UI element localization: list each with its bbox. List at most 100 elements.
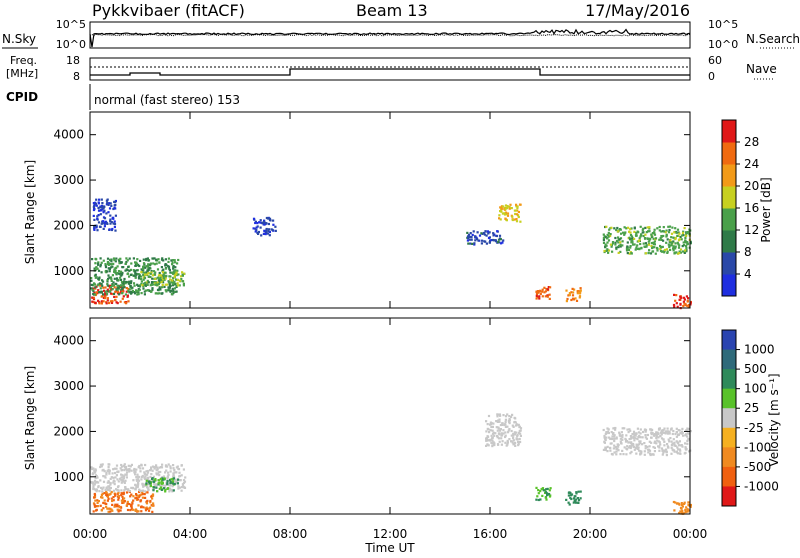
velocity-cell <box>166 483 169 486</box>
velocity-cell <box>111 499 114 503</box>
velocity-cell <box>663 427 666 430</box>
velocity-cell <box>133 467 136 471</box>
power-cell <box>108 286 111 289</box>
power-cell <box>607 251 610 254</box>
power-cell <box>536 290 539 293</box>
velocity-cell <box>93 469 96 472</box>
velocity-cell <box>627 446 631 449</box>
power-colorbar-tick-label: 24 <box>744 157 759 171</box>
power-cell <box>673 252 676 255</box>
power-cell <box>681 245 684 248</box>
power-cell <box>107 203 110 206</box>
power-cell <box>176 269 179 272</box>
power-cell <box>667 243 670 246</box>
nave-tick-high: 60 <box>708 54 722 67</box>
power-cell <box>104 295 107 298</box>
power-cell <box>606 248 609 251</box>
velocity-cell <box>106 488 110 491</box>
velocity-colorbar-swatch <box>722 369 736 390</box>
power-cell <box>490 239 493 242</box>
power-cell <box>470 238 473 241</box>
velocity-cell <box>659 431 662 434</box>
power-cell <box>611 242 615 245</box>
power-cell <box>519 203 522 206</box>
velocity-cell <box>650 436 653 439</box>
velocity-cell <box>180 464 183 467</box>
power-cell <box>570 291 573 294</box>
power-cell <box>128 288 131 291</box>
power-cell <box>111 284 114 287</box>
velocity-cell <box>120 463 123 467</box>
power-cell <box>631 243 635 246</box>
velocity-cell <box>636 438 639 441</box>
power-cell <box>97 214 100 217</box>
velocity-cell <box>135 493 138 496</box>
velocity-cell <box>146 471 150 474</box>
power-cell <box>131 286 134 289</box>
power-cell <box>147 259 150 262</box>
power-cell <box>114 267 117 270</box>
power-cell <box>568 292 571 295</box>
power-cell <box>619 243 622 246</box>
power-cell <box>468 238 471 241</box>
power-cell <box>579 291 582 294</box>
velocity-cell <box>655 431 658 434</box>
velocity-cell <box>579 497 582 500</box>
velocity-cell <box>488 438 491 442</box>
power-cell <box>653 231 656 234</box>
velocity-cell <box>159 478 162 481</box>
velocity-cell <box>606 445 609 448</box>
power-cell <box>156 281 159 284</box>
velocity-cell <box>504 425 507 428</box>
velocity-cell <box>101 490 104 493</box>
power-cell <box>268 230 271 234</box>
velocity-cell <box>117 470 120 474</box>
power-ytick-label: 4000 <box>53 128 84 142</box>
velocity-cell <box>662 451 665 454</box>
velocity-cell <box>627 441 630 444</box>
velocity-cell <box>175 466 178 469</box>
velocity-cell <box>496 434 499 438</box>
velocity-cell <box>629 429 632 432</box>
velocity-cell <box>141 467 145 470</box>
power-cell <box>617 241 620 244</box>
velocity-cell <box>155 486 158 489</box>
power-cell <box>651 235 654 238</box>
power-cell <box>603 249 606 253</box>
power-cell <box>260 234 263 237</box>
power-cell <box>116 272 119 275</box>
power-cell <box>125 287 128 290</box>
velocity-cell <box>150 468 153 471</box>
velocity-cell <box>142 489 145 492</box>
velocity-cell <box>650 433 653 436</box>
power-cell <box>100 302 103 305</box>
velocity-cell <box>166 479 169 482</box>
velocity-cell <box>607 428 610 431</box>
velocity-cell <box>499 429 502 432</box>
power-cell <box>110 279 113 282</box>
power-cell <box>620 232 623 235</box>
power-cell <box>645 231 648 234</box>
power-cell <box>178 284 181 287</box>
velocity-cell <box>147 509 151 512</box>
velocity-cell <box>508 428 511 431</box>
power-cell <box>258 221 261 224</box>
power-cell <box>170 289 173 292</box>
power-cell <box>126 259 129 262</box>
power-cell <box>117 258 120 261</box>
power-cell <box>94 269 97 272</box>
power-cell <box>626 245 629 248</box>
power-cell <box>106 283 109 286</box>
power-cell <box>105 199 108 202</box>
power-cell <box>104 290 107 293</box>
velocity-cell <box>548 492 551 496</box>
velocity-cell <box>644 445 647 448</box>
power-cell <box>605 244 608 247</box>
velocity-cell <box>153 480 156 483</box>
velocity-cell <box>672 429 675 433</box>
velocity-cell <box>109 507 112 510</box>
velocity-cell <box>96 499 99 502</box>
velocity-colorbar-tick-label: 100 <box>744 382 767 396</box>
velocity-cell <box>655 434 658 438</box>
power-cell <box>266 217 269 220</box>
